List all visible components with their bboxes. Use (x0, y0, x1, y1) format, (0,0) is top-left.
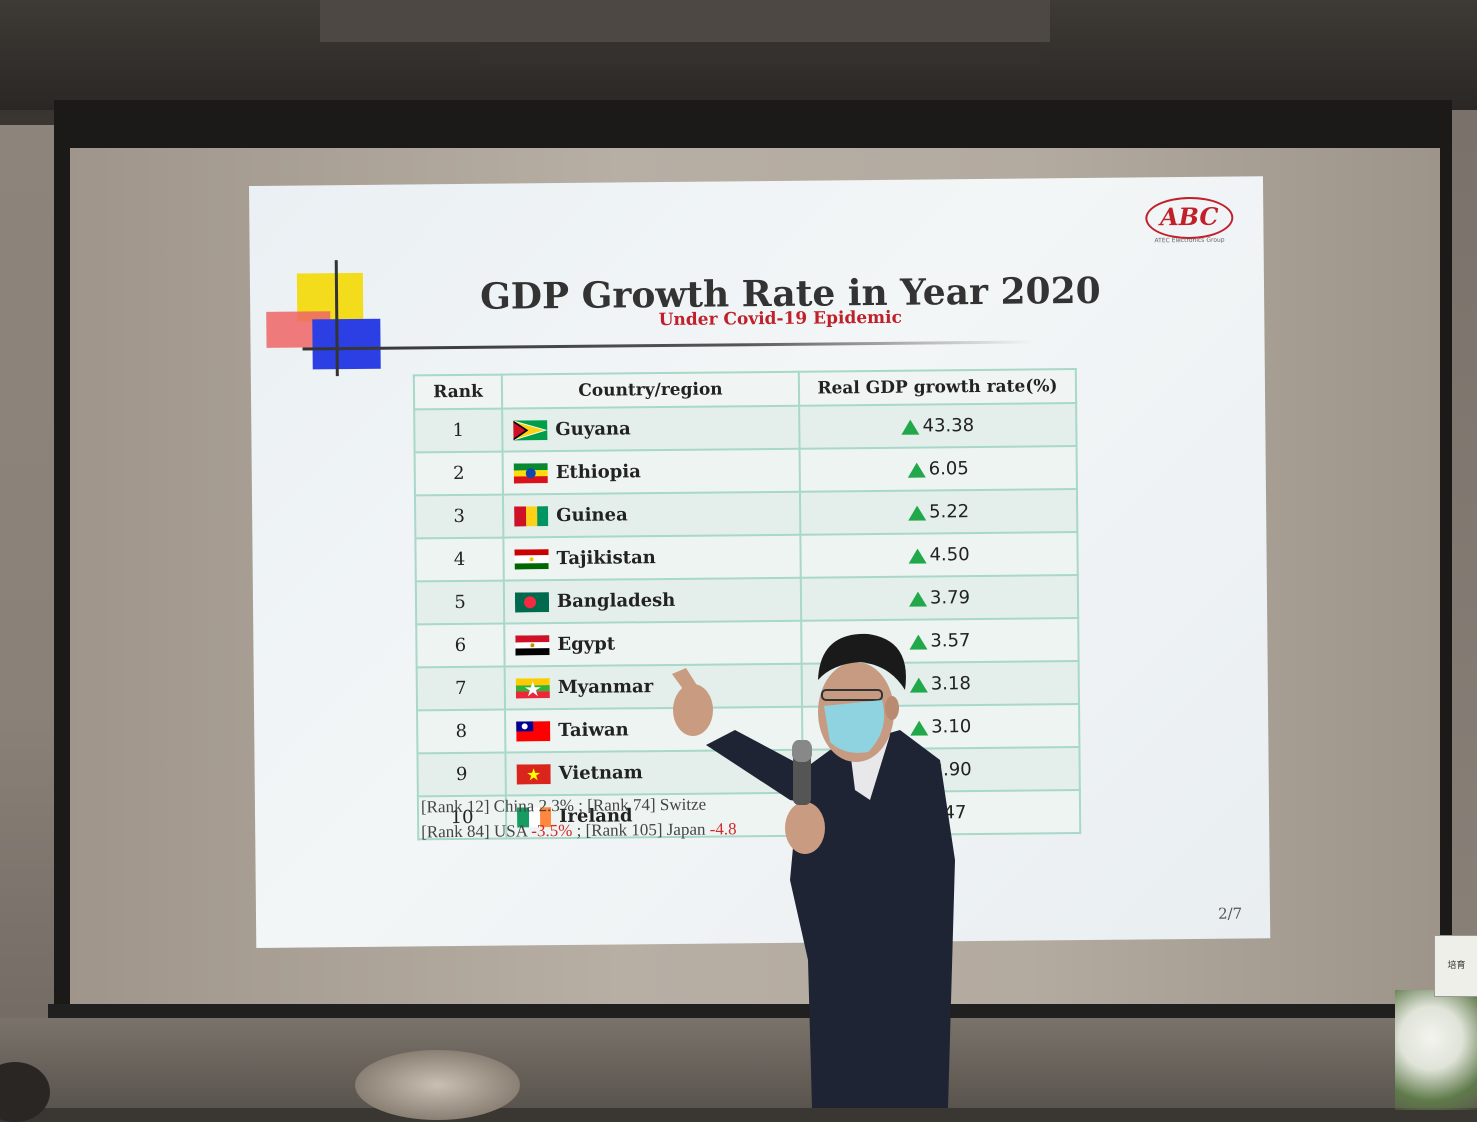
ceiling-beam (320, 0, 1050, 42)
country-cell: Myanmar (504, 663, 803, 710)
presenter-jacket (790, 730, 955, 1108)
presenter-hair (818, 633, 906, 690)
presenter-ear (885, 696, 899, 720)
presentation-slide: ABC ATEC Electronics Group GDP Growth Ra… (249, 176, 1271, 948)
tajikistan-flag-icon (514, 549, 549, 570)
gdp-table: Rank Country/region Real GDP growth rate… (413, 368, 1081, 840)
table-row: 10 Ireland .47 (417, 790, 1081, 840)
country-cell: Ireland (505, 792, 804, 839)
table-row: 4 Tajikistan 4.50 (415, 532, 1078, 582)
egypt-flag-icon (515, 635, 550, 656)
screen-bottom-bar (48, 1004, 1448, 1018)
bangladesh-flag-icon (514, 592, 550, 613)
country-cell: Vietnam (505, 749, 803, 796)
stand-sign: 培育 (1434, 935, 1477, 997)
table-row: 7 Myanmar 3.18 (416, 661, 1080, 711)
country-cell: Taiwan (505, 706, 803, 753)
table-row: 5 Bangladesh 3.79 (415, 575, 1079, 625)
table-row: 3 Guinea 5.22 (414, 489, 1078, 539)
floor (0, 1018, 1477, 1108)
country-cell: Tajikistan (503, 534, 801, 581)
country-cell: Guyana (502, 405, 800, 452)
presenter-hand (673, 684, 713, 736)
microphone-grill (792, 740, 812, 762)
audience-head (355, 1050, 520, 1120)
ireland-flag-icon (516, 807, 552, 828)
myanmar-flag-icon (515, 678, 550, 699)
presenter-arm (706, 730, 815, 805)
face-mask (824, 700, 885, 753)
left-wall-panel (0, 125, 56, 1108)
table-row: 2 Ethiopia 6.05 (414, 446, 1077, 496)
guyana-flag-icon (513, 420, 548, 441)
table-row: 6 Egypt 3.57 (416, 618, 1079, 668)
guinea-flag-icon (514, 506, 549, 527)
taiwan-flag-icon (516, 721, 551, 742)
table-row: 1 Guyana 43.38 (414, 403, 1077, 453)
presenter-finger (672, 668, 700, 696)
country-cell: Ethiopia (502, 448, 800, 495)
ethiopia-flag-icon (513, 463, 548, 484)
vietnam-flag-icon (516, 764, 551, 785)
flower-arrangement (1395, 990, 1477, 1110)
country-cell: Bangladesh (503, 577, 802, 624)
ceiling-beam (480, 42, 1040, 64)
table-row: 8 Taiwan 3.10 (417, 704, 1080, 754)
country-cell: Egypt (504, 620, 802, 667)
presenter-glasses (821, 689, 883, 701)
table-row: 9 Vietnam 2.90 (417, 747, 1080, 797)
country-cell: Guinea (502, 491, 801, 538)
presenter-left-hand (785, 802, 825, 854)
